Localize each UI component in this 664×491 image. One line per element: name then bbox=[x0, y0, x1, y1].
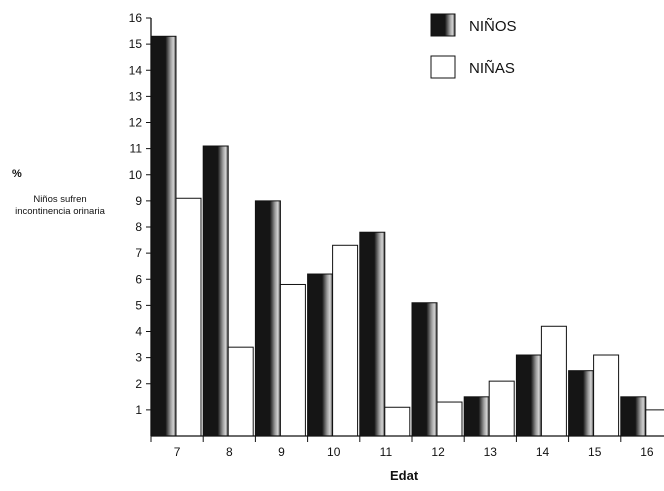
bar-ninos-8 bbox=[202, 145, 229, 437]
bars-group bbox=[150, 35, 664, 437]
y-axis-label: % Niños sufren incontinencia orinaria bbox=[8, 168, 112, 218]
y-tick-label: 9 bbox=[135, 194, 142, 208]
y-tick-label: 12 bbox=[129, 116, 143, 130]
bar-ninas-15 bbox=[593, 354, 620, 437]
bar-ninos-14 bbox=[515, 354, 542, 437]
bar-ninas-8 bbox=[227, 346, 254, 437]
axes bbox=[150, 18, 664, 437]
x-tick-label: 12 bbox=[431, 445, 445, 459]
bar-ninas-9 bbox=[279, 283, 306, 437]
bar-ninos-16 bbox=[620, 396, 647, 437]
y-tick-label: 6 bbox=[135, 272, 142, 286]
y-tick-label: 15 bbox=[129, 37, 143, 51]
bar-ninos-10 bbox=[307, 273, 334, 437]
x-axis-ticks: 7 8 9 10 11 12 13 14 15 16 bbox=[150, 436, 654, 459]
y-tick-label: 13 bbox=[129, 89, 143, 103]
y-tick-label: 16 bbox=[129, 11, 143, 25]
bar-ninas-16 bbox=[645, 409, 664, 437]
legend-swatch-ninas bbox=[430, 55, 456, 79]
bar-ninas-14 bbox=[540, 325, 567, 437]
bar-ninos-9 bbox=[254, 200, 281, 437]
y-tick-label: 8 bbox=[135, 220, 142, 234]
bar-ninos-15 bbox=[568, 370, 595, 437]
bar-ninos-12 bbox=[411, 302, 438, 437]
y-tick-label: 4 bbox=[135, 325, 142, 339]
y-tick-label: 5 bbox=[135, 298, 142, 312]
x-tick-label: 8 bbox=[226, 445, 233, 459]
legend-label-ninas: NIÑAS bbox=[469, 60, 515, 77]
y-tick-label: 7 bbox=[135, 246, 142, 260]
bar-ninas-12 bbox=[436, 401, 463, 437]
legend-swatch-ninos bbox=[430, 13, 456, 37]
x-tick-label: 15 bbox=[588, 445, 602, 459]
y-tick-label: 1 bbox=[135, 403, 142, 417]
y-axis-unit: % bbox=[12, 168, 22, 180]
x-tick-label: 10 bbox=[327, 445, 341, 459]
bar-ninos-7 bbox=[150, 35, 177, 437]
y-tick-label: 11 bbox=[130, 142, 143, 156]
y-tick-label: 3 bbox=[135, 351, 142, 365]
x-tick-label: 9 bbox=[278, 445, 285, 459]
bar-ninas-11 bbox=[384, 406, 411, 437]
y-tick-label: 2 bbox=[135, 377, 142, 391]
legend: NIÑOS NIÑAS bbox=[430, 13, 517, 79]
x-tick-label: 11 bbox=[380, 445, 393, 459]
bar-ninos-11 bbox=[359, 231, 386, 437]
x-tick-label: 13 bbox=[484, 445, 498, 459]
bar-ninos-13 bbox=[463, 396, 490, 437]
x-axis-label: Edat bbox=[390, 468, 419, 483]
legend-label-ninos: NIÑOS bbox=[469, 18, 517, 35]
bar-ninas-10 bbox=[332, 244, 359, 437]
x-tick-label: 7 bbox=[174, 445, 181, 459]
y-tick-label: 14 bbox=[129, 63, 143, 77]
bar-ninas-13 bbox=[488, 380, 515, 437]
x-tick-label: 14 bbox=[536, 445, 550, 459]
x-tick-label: 16 bbox=[640, 445, 654, 459]
bar-ninas-7 bbox=[175, 197, 202, 437]
y-tick-label: 10 bbox=[129, 168, 143, 182]
y-axis-title: Niños sufren incontinencia orinaria bbox=[15, 194, 105, 217]
